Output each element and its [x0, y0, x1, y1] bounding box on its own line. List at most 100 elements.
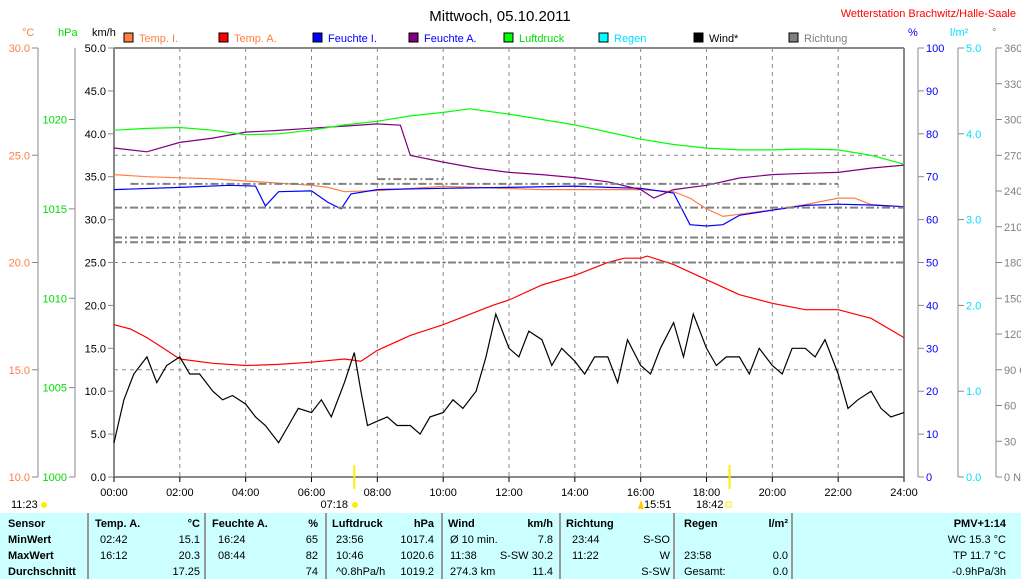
direction-axis-unit: ° — [992, 27, 996, 39]
row-0-direction-value: S-SO — [643, 534, 670, 546]
direction-axis-label: 120 — [1004, 329, 1021, 341]
legend-label: Temp. A. — [234, 33, 277, 45]
column-divider — [441, 513, 443, 579]
humidity-axis-label: 90 — [926, 86, 938, 98]
humidity-axis-label: 70 — [926, 172, 938, 184]
noon-icon — [638, 500, 644, 509]
pressure-axis-unit: hPa — [58, 27, 78, 39]
x-tick-label: 18:00 — [693, 487, 721, 499]
rain-axis-label: 4.0 — [966, 129, 981, 141]
direction-axis-label: 360 N — [1004, 43, 1021, 55]
wind-axis-label: 0.0 — [91, 472, 106, 484]
pressure-axis-label: 1005 — [43, 383, 67, 395]
series-temp-a-line — [113, 255, 905, 367]
moon-icon — [41, 502, 47, 508]
wind-axis-label: 20.0 — [85, 300, 106, 312]
row-2-extra-value: -0.9hPa/3h — [952, 566, 1006, 578]
x-tick-label: 22:00 — [824, 487, 852, 499]
temp-axis-label: 10.0 — [9, 472, 30, 484]
wind-axis-label: 40.0 — [85, 129, 106, 141]
direction-axis-label: 330 — [1004, 79, 1021, 91]
row-1-direction-time: 11:22 — [572, 550, 599, 562]
direction-axis-label: 300 — [1004, 115, 1021, 127]
column-divider — [325, 513, 327, 579]
pressure-axis-label: 1020 — [43, 115, 67, 127]
x-tick-label: 24:00 — [890, 487, 918, 499]
direction-axis-label: 270 W — [1004, 150, 1021, 162]
header-wind-unit: km/h — [527, 518, 553, 530]
legend-swatch-3 — [408, 32, 419, 43]
row-1-humidity-time: 08:44 — [218, 550, 246, 562]
row-2-pressure-time: ^0.8hPa/h — [336, 566, 386, 578]
header-pressure-unit: hPa — [413, 518, 434, 530]
x-tick-label: 14:00 — [561, 487, 589, 499]
rain-axis-label: 1.0 — [966, 386, 981, 398]
summary-table: Sensor Temp. A. °C Feuchte A.% Luftdruck hPa W… — [0, 513, 1021, 579]
sunset-icon — [725, 501, 732, 508]
legend-swatch-0 — [123, 32, 134, 43]
wind-axis-label: 10.0 — [85, 386, 106, 398]
sunrise-time: 07:18 — [320, 499, 348, 511]
direction-axis-label: 90 O — [1004, 365, 1021, 377]
humidity-axis-label: 50 — [926, 258, 938, 270]
header-direction: Richtung — [566, 518, 614, 530]
legend-label: Feuchte A. — [424, 33, 477, 45]
row-0-direction-time: 23:44 — [572, 534, 600, 546]
row-2-rain-value: 0.0 — [772, 566, 788, 578]
x-tick-label: 12:00 — [495, 487, 523, 499]
row-1-direction-value: W — [659, 550, 670, 562]
series-luftdruck-line — [113, 108, 905, 165]
legend-label: Luftdruck — [519, 33, 565, 45]
row-0-humidity-time: 16:24 — [218, 534, 246, 546]
legend-swatch-2 — [312, 32, 323, 43]
row-0-pressure-value: 1017.4 — [400, 534, 434, 546]
row-1-pressure-value: 1020.6 — [400, 550, 434, 562]
header-temp-unit: °C — [187, 518, 200, 530]
x-tick-label: 16:00 — [627, 487, 655, 499]
wind-axis-label: 5.0 — [91, 429, 106, 441]
header-pmv: PMV+1:14 — [953, 518, 1006, 530]
direction-axis-label: 180 S — [1004, 258, 1021, 270]
humidity-axis-label: 100 — [926, 43, 944, 55]
legend-swatch-5 — [598, 32, 609, 43]
humidity-axis-label: 0 — [926, 472, 932, 484]
legend-label: Richtung — [804, 33, 847, 45]
row-1-rain-value: 0.0 — [772, 550, 788, 562]
sunset-time: 18:42 — [696, 499, 724, 511]
rain-axis-label: 2.0 — [966, 300, 981, 312]
row-0-wind-value: 7.8 — [537, 534, 553, 546]
column-divider — [791, 513, 793, 579]
row-2-direction-value: S-SW — [641, 566, 670, 578]
direction-axis-label: 150 — [1004, 293, 1021, 305]
temp-axis-label: 30.0 — [9, 43, 30, 55]
series-wind-line — [113, 311, 905, 444]
row-1-temp-value: 20.3 — [178, 550, 200, 562]
header-pressure: Luftdruck — [332, 518, 383, 530]
legend-swatch-6 — [693, 32, 704, 43]
header-humidity-unit: % — [308, 518, 318, 530]
row-2-wind-time: 274.3 km — [450, 566, 496, 578]
row-2-temp-value: 17.25 — [172, 566, 200, 578]
wind-axis-label: 30.0 — [85, 215, 106, 227]
row-0-label: MinWert — [8, 534, 52, 546]
direction-axis-label: 30 — [1004, 436, 1016, 448]
row-1-temp-time: 16:12 — [100, 550, 128, 562]
row-1-label: MaxWert — [8, 550, 54, 562]
row-1-wind-time: 11:38 — [450, 550, 477, 562]
wind-axis-label: 50.0 — [85, 43, 106, 55]
legend-swatch-4 — [503, 32, 514, 43]
x-tick-label: 10:00 — [429, 487, 457, 499]
humidity-axis-unit: % — [908, 27, 918, 39]
header-sensor: Sensor — [8, 518, 46, 530]
wind-axis-label: 25.0 — [85, 258, 106, 270]
column-divider — [673, 513, 675, 579]
wind-axis-label: 35.0 — [85, 172, 106, 184]
legend-swatch-7 — [788, 32, 799, 43]
row-1-extra-value: TP 11.7 °C — [953, 550, 1006, 562]
humidity-axis-label: 30 — [926, 343, 938, 355]
row-0-extra-value: WC 15.3 °C — [947, 534, 1006, 546]
x-tick-label: 04:00 — [232, 487, 260, 499]
wind-axis-unit: km/h — [92, 27, 116, 39]
legend-label: Feuchte I. — [328, 33, 377, 45]
wind-axis-label: 15.0 — [85, 343, 106, 355]
